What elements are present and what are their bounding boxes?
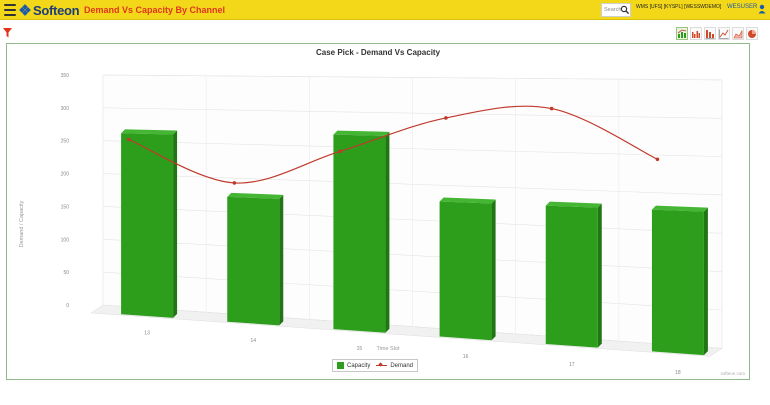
demand-point-16 <box>444 116 448 120</box>
chart-panel: Case Pick - Demand Vs Capacity 0 50 100 150… <box>6 43 750 380</box>
x-tick-label: 18 <box>675 370 681 376</box>
chart-credit: softeon.com <box>720 371 745 376</box>
bar-side-16 <box>491 199 496 341</box>
page-title: Demand Vs Capacity By Channel <box>84 5 226 15</box>
legend-item-demand[interactable]: Demand <box>376 362 413 369</box>
y-tick-label: 350 <box>61 73 70 79</box>
y-tick-label: 300 <box>61 106 70 112</box>
legend-item-capacity[interactable]: Capacity <box>337 362 370 369</box>
filter-icon[interactable] <box>3 28 12 38</box>
demand-point-14 <box>232 181 237 185</box>
bar-top-16 <box>439 197 496 204</box>
demand-line <box>128 105 658 184</box>
bar-top-13 <box>121 129 178 135</box>
x-axis-title: Time Slot <box>376 346 399 352</box>
y-tick-label: 50 <box>63 270 69 276</box>
demand-point-17 <box>549 106 554 111</box>
x-tick-label: 16 <box>463 354 469 360</box>
bar-17 <box>545 205 598 348</box>
line-chart-icon[interactable] <box>718 27 730 40</box>
search-icon[interactable] <box>620 4 630 16</box>
y-tick-label: 250 <box>61 139 70 145</box>
bar-top-14 <box>227 192 284 199</box>
capacity-swatch <box>337 362 344 369</box>
x-tick-label: 15 <box>357 346 363 352</box>
combo-chart-icon[interactable] <box>676 27 688 40</box>
y-tick-label: 0 <box>66 303 69 309</box>
y-tick-label: 100 <box>61 237 70 243</box>
logo[interactable]: Softeon <box>19 2 80 18</box>
bar-14 <box>227 196 280 326</box>
stacked-bar-chart-icon[interactable] <box>704 27 716 40</box>
area-chart-icon[interactable] <box>732 27 744 40</box>
chart-canvas: 0 50 100 150 200 250 300 350 13 14 15 16 17 18 Time Sl… <box>19 73 723 376</box>
bar-top-15 <box>333 130 390 136</box>
pie-chart-icon[interactable] <box>746 27 758 40</box>
chart-type-toolbar <box>676 27 758 41</box>
top-header: Softeon Demand Vs Capacity By Channel Se… <box>0 0 770 20</box>
x-tick-label: 17 <box>569 362 575 368</box>
demand-point-15 <box>338 149 342 154</box>
logo-mark-icon <box>19 3 31 16</box>
user-name[interactable]: WESUSER <box>727 4 758 10</box>
demand-point-18 <box>655 157 660 162</box>
bar-16 <box>439 201 492 341</box>
bar-side-14 <box>279 194 284 326</box>
chart-title: Case Pick - Demand Vs Capacity <box>315 48 441 57</box>
environment-label: WMS [UFS] [KYSPL] [WESSWDEMO] <box>636 4 722 10</box>
bar-top-18 <box>651 205 708 212</box>
y-tick-label: 150 <box>61 204 70 210</box>
logo-text: Softeon <box>33 2 80 18</box>
user-icon[interactable] <box>758 4 766 14</box>
y-axis-title: Demand / Capacity <box>19 200 25 247</box>
bar-top-17 <box>545 201 602 208</box>
bar-15 <box>333 134 386 333</box>
grouped-bar-chart-icon[interactable] <box>690 27 702 40</box>
bar-side-17 <box>597 203 602 348</box>
bar-side-18 <box>703 207 708 356</box>
menu-icon[interactable] <box>4 4 16 16</box>
legend-label-demand: Demand <box>390 362 414 369</box>
chart-legend: Capacity Demand <box>332 359 418 372</box>
x-tick-label: 14 <box>250 338 256 344</box>
y-tick-label: 200 <box>61 172 70 178</box>
bar-18 <box>651 209 704 356</box>
demand-point-13 <box>126 137 131 142</box>
demand-swatch <box>376 362 388 369</box>
bar-side-13 <box>173 130 178 318</box>
bar-side-15 <box>385 131 390 333</box>
bar-13 <box>121 133 174 318</box>
legend-label-capacity: Capacity <box>347 362 371 369</box>
x-tick-label: 13 <box>144 330 150 336</box>
